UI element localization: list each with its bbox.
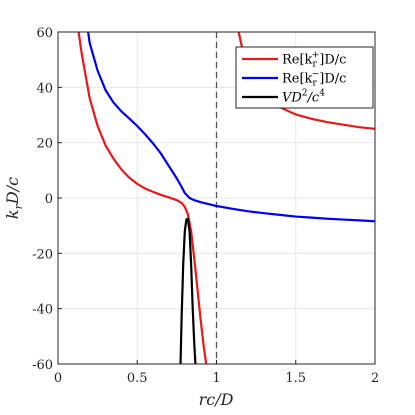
y-tick-label: -60 [32, 358, 53, 373]
y-tick-label: -20 [32, 247, 53, 262]
y-tick-label: 0 [45, 192, 53, 207]
y-tick-label: -40 [32, 303, 53, 318]
x-tick-label: 0.5 [127, 371, 148, 386]
y-tick-label: 60 [36, 26, 53, 41]
y-tick-label: 20 [36, 137, 53, 152]
x-tick-label: 1 [212, 371, 220, 386]
legend-entry-1: Re[kr−]D/c [282, 70, 346, 89]
y-tick-label: 40 [36, 81, 53, 96]
x-tick-label: 0 [54, 371, 62, 386]
series-line-1-segment-0 [87, 32, 375, 223]
legend-entry-0: Re[kr+]D/c [282, 51, 346, 70]
y-axis-label: krD/c [3, 177, 25, 219]
series-line-0-segment-0 [77, 32, 208, 364]
ticks: 0 0.5 1 1.5 2 60 40 20 0 -20 -40 -60 [32, 26, 379, 386]
legend-entry-2: VD2/c4 [282, 89, 325, 106]
series-line-2-segment-0 [179, 217, 197, 364]
x-tick-label: 2 [371, 371, 379, 386]
x-axis-label: rc/D [199, 390, 234, 409]
x-tick-label: 1.5 [285, 371, 306, 386]
